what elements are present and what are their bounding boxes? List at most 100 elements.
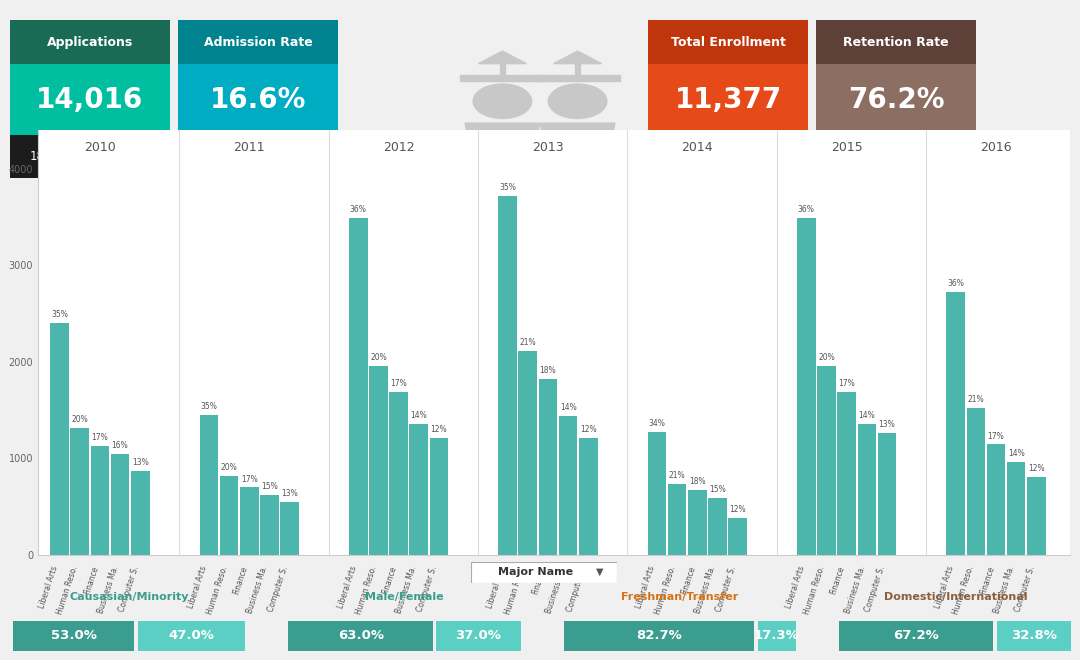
Text: 20%: 20%	[370, 353, 387, 362]
Text: 17%: 17%	[838, 379, 855, 388]
Text: 16.4%: 16.4%	[200, 150, 237, 163]
Text: Freshman/Transfer: Freshman/Transfer	[621, 592, 739, 602]
Bar	[91, 446, 109, 555]
Polygon shape	[535, 75, 620, 81]
Bar	[240, 487, 258, 555]
Text: 63.0%: 63.0%	[338, 630, 383, 642]
Text: 10.53%: 10.53%	[918, 152, 963, 162]
Text: 53.0%: 53.0%	[51, 630, 96, 642]
Bar	[878, 434, 896, 555]
Bar	[138, 621, 245, 651]
Text: 2015: 2015	[831, 141, 863, 154]
Text: 12%: 12%	[729, 505, 746, 514]
Text: 10,612: 10,612	[667, 150, 708, 163]
Bar	[579, 438, 597, 555]
Polygon shape	[500, 63, 505, 75]
Text: 36%: 36%	[350, 205, 367, 214]
Text: 11,377: 11,377	[674, 86, 782, 114]
Bar	[70, 428, 89, 555]
Bar	[708, 498, 727, 555]
Text: 36%: 36%	[798, 205, 814, 214]
Bar	[219, 476, 239, 555]
Bar	[564, 621, 754, 651]
Bar	[10, 20, 170, 64]
Bar	[436, 621, 521, 651]
FancyBboxPatch shape	[801, 194, 986, 218]
Text: 17%: 17%	[390, 379, 407, 388]
Text: 13%: 13%	[132, 458, 149, 467]
Bar	[648, 432, 666, 555]
Text: 13%: 13%	[281, 490, 298, 498]
Text: Admission Rate: Admission Rate	[204, 36, 312, 49]
Bar	[728, 518, 747, 555]
FancyBboxPatch shape	[105, 194, 289, 218]
Text: 35%: 35%	[201, 402, 217, 411]
Text: 85.1%: 85.1%	[837, 150, 875, 163]
Text: 12%: 12%	[580, 425, 596, 434]
Bar	[51, 323, 69, 555]
Bar	[558, 416, 578, 555]
Polygon shape	[460, 75, 545, 81]
Text: 34%: 34%	[648, 420, 665, 428]
Text: 15%: 15%	[710, 484, 726, 494]
Bar	[648, 20, 808, 64]
Polygon shape	[575, 63, 580, 75]
Text: 21%: 21%	[669, 471, 686, 480]
Text: 37.0%: 37.0%	[456, 630, 501, 642]
Bar	[1027, 477, 1045, 555]
Text: 2016: 2016	[981, 141, 1012, 154]
Text: 35%: 35%	[51, 310, 68, 319]
Text: 2014: 2014	[681, 141, 713, 154]
Text: 17%: 17%	[987, 432, 1004, 440]
Text: ▼: ▼	[908, 152, 916, 162]
Polygon shape	[554, 51, 602, 63]
Text: 14,016: 14,016	[37, 86, 144, 114]
Bar	[967, 408, 985, 555]
Text: 17%: 17%	[241, 475, 258, 484]
Text: 20%: 20%	[71, 414, 89, 424]
Bar	[839, 621, 994, 651]
Bar	[987, 444, 1005, 555]
Text: 14%: 14%	[559, 403, 577, 412]
Text: 17.3%: 17.3%	[754, 630, 799, 642]
Text: 14%: 14%	[410, 411, 428, 420]
Bar	[818, 366, 836, 555]
Text: 18%: 18%	[540, 366, 556, 376]
Bar	[837, 392, 856, 555]
Bar	[260, 495, 279, 555]
Text: ▼: ▼	[596, 567, 604, 577]
Text: 20%: 20%	[220, 463, 238, 472]
Text: ▼: ▼	[102, 152, 110, 162]
Text: Domestic/International: Domestic/International	[883, 592, 1027, 602]
Text: 15%: 15%	[261, 482, 278, 491]
Bar	[757, 621, 796, 651]
Bar	[797, 218, 815, 555]
Text: 67.2%: 67.2%	[893, 630, 940, 642]
Text: 26.10%: 26.10%	[112, 152, 158, 162]
Text: 17%: 17%	[92, 433, 108, 442]
Text: 18,967: 18,967	[29, 150, 70, 163]
Text: 82.7%: 82.7%	[636, 630, 681, 642]
Bar	[178, 135, 338, 178]
Bar	[10, 64, 170, 135]
Text: 35%: 35%	[499, 183, 516, 192]
Text: 2013: 2013	[532, 141, 564, 154]
Text: 21%: 21%	[519, 339, 536, 347]
Text: 2011: 2011	[233, 141, 265, 154]
Bar	[349, 218, 367, 555]
Text: 12%: 12%	[431, 425, 447, 434]
Bar	[288, 621, 433, 651]
FancyBboxPatch shape	[461, 194, 646, 218]
Bar	[369, 366, 388, 555]
Polygon shape	[465, 123, 540, 151]
Bar	[816, 20, 976, 64]
Text: This Year vs Last Year  ▼: This Year vs Last Year ▼	[468, 162, 612, 174]
Bar	[111, 453, 130, 555]
Bar	[200, 415, 218, 555]
Text: 18%: 18%	[689, 477, 705, 486]
Bar	[409, 424, 428, 555]
Bar	[688, 490, 706, 555]
Bar	[178, 64, 338, 135]
Text: Total Enrollment: Total Enrollment	[671, 36, 785, 49]
Text: 21%: 21%	[968, 395, 984, 405]
